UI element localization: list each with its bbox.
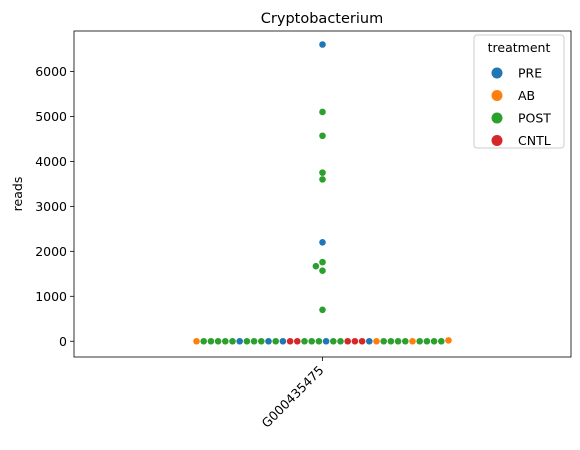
point-ab bbox=[193, 337, 200, 345]
point-post bbox=[301, 337, 308, 345]
y-tick-label: 4000 bbox=[35, 154, 67, 169]
point-post bbox=[330, 337, 337, 345]
legend-marker-ab bbox=[491, 90, 503, 101]
point-post bbox=[319, 169, 326, 176]
point-pre bbox=[322, 337, 330, 345]
point-post bbox=[315, 337, 323, 345]
point-post bbox=[312, 262, 320, 270]
legend-marker-cntl bbox=[491, 135, 503, 146]
y-tick-label: 6000 bbox=[35, 64, 67, 79]
point-post bbox=[207, 337, 215, 345]
x-tick-label: G000435475 bbox=[259, 363, 327, 431]
y-axis: 0 1000 2000 3000 4000 5000 6000 bbox=[35, 64, 74, 349]
point-post bbox=[337, 337, 344, 345]
point-post bbox=[214, 337, 222, 345]
point-post bbox=[394, 337, 402, 345]
point-post bbox=[319, 108, 326, 116]
point-post bbox=[272, 337, 280, 345]
point-post bbox=[430, 337, 438, 345]
point-cntl bbox=[286, 337, 294, 345]
point-pre bbox=[366, 337, 373, 345]
y-tick-label: 3000 bbox=[35, 199, 67, 214]
legend: treatment PRE AB POST CNTL bbox=[473, 34, 565, 149]
legend-title: treatment bbox=[488, 40, 551, 55]
y-tick-label: 1000 bbox=[35, 289, 67, 304]
point-post bbox=[243, 337, 251, 345]
point-ab bbox=[409, 337, 416, 345]
point-post bbox=[319, 267, 326, 274]
point-post bbox=[229, 337, 236, 345]
legend-label-ab: AB bbox=[518, 88, 535, 103]
point-post bbox=[258, 337, 265, 345]
legend-label-post: POST bbox=[518, 111, 551, 126]
point-post bbox=[319, 306, 326, 314]
point-pre bbox=[319, 239, 326, 246]
point-post bbox=[319, 176, 326, 183]
point-post bbox=[380, 337, 388, 345]
data-points bbox=[193, 41, 452, 345]
x-axis: G000435475 bbox=[259, 357, 327, 431]
legend-marker-pre bbox=[491, 67, 503, 79]
y-tick-label: 5000 bbox=[35, 109, 67, 124]
point-ab bbox=[445, 337, 452, 344]
point-post bbox=[319, 258, 326, 266]
point-post bbox=[222, 337, 229, 345]
point-post bbox=[438, 337, 445, 345]
point-post bbox=[423, 337, 431, 345]
point-pre bbox=[319, 41, 326, 48]
y-tick-label: 0 bbox=[59, 334, 67, 349]
point-post bbox=[416, 337, 424, 345]
point-post bbox=[319, 132, 326, 140]
point-pre bbox=[279, 337, 287, 345]
point-ab bbox=[373, 337, 380, 345]
point-post bbox=[200, 337, 207, 345]
point-pre bbox=[236, 337, 243, 345]
legend-marker-post bbox=[491, 112, 503, 124]
point-cntl bbox=[351, 337, 359, 345]
point-pre bbox=[265, 337, 272, 345]
legend-label-pre: PRE bbox=[518, 66, 542, 81]
point-post bbox=[308, 337, 316, 345]
point-cntl bbox=[358, 337, 366, 345]
point-cntl bbox=[294, 337, 301, 345]
legend-label-cntl: CNTL bbox=[518, 133, 551, 148]
point-post bbox=[387, 337, 395, 345]
chart-title: Cryptobacterium bbox=[261, 11, 383, 27]
y-tick-label: 2000 bbox=[35, 244, 67, 259]
point-cntl bbox=[344, 337, 352, 345]
y-axis-label: reads bbox=[10, 177, 25, 212]
point-post bbox=[250, 337, 258, 345]
point-post bbox=[402, 337, 409, 345]
